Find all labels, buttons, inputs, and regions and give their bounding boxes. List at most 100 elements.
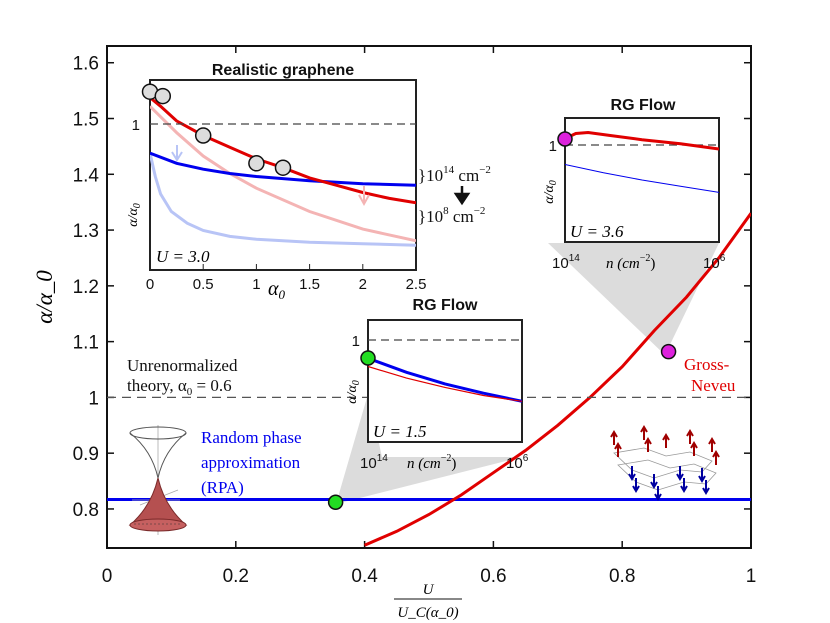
main-series-line-1 [364, 212, 751, 547]
rxl-exp: 14 [569, 253, 581, 264]
rpa-label-line3: (RPA) [201, 478, 244, 497]
rxr: 10 [703, 255, 720, 272]
main-y-tick-label: 0.8 [73, 500, 99, 521]
m-ylabel: α/α [345, 385, 360, 404]
spin-lattice-icon [610, 425, 720, 501]
dl-unit: cm [449, 207, 474, 226]
main-y-tick-label: 0.9 [73, 444, 99, 465]
spin-up-arrow-3 [686, 429, 694, 444]
rg-mid-projection [336, 394, 522, 504]
inset-rg-flow-right: RG Flow 1 α/α0 U = 3.6 1014 n (cm−2) 106 [542, 97, 726, 272]
inset-graphene-series [150, 96, 416, 247]
spin-down-arrow-5 [654, 486, 662, 501]
main-plot-frame [106, 45, 752, 549]
main-x-ticks: 0 0.2 0.4 0.6 0.8 1 [102, 46, 757, 587]
inset-rg-right-x-left: 1014 [552, 253, 580, 272]
inset-rg-mid-series [368, 356, 522, 403]
dh: }10 [418, 166, 443, 185]
rxlab-exp: −2 [640, 253, 651, 264]
rpa-label-line2: approximation [201, 453, 301, 472]
dl: }10 [418, 207, 443, 226]
spin-up-arrow-7 [690, 441, 698, 456]
main-markers [327, 343, 677, 511]
rxl: 10 [552, 255, 569, 272]
inset-graphene-marker-1 [154, 87, 172, 105]
inset-rg-right-xlabel: n (cm−2) [606, 253, 655, 272]
main-y-tick-label: 1.5 [73, 110, 99, 131]
g-ylabel-sub: 0 [132, 203, 143, 208]
inset-rg-mid-x-right: 106 [506, 453, 529, 472]
main-x-tick-label: 0 [102, 566, 113, 587]
graphene-flow-arrow-red [358, 186, 370, 207]
g-xlabel: α [268, 278, 279, 300]
inset-graphene-line-2 [150, 151, 416, 187]
inset-graphene-ytick: 1 [132, 117, 140, 134]
main-x-tick-label: 1 [746, 566, 757, 587]
spin-up-arrow-5 [614, 442, 622, 457]
r-ylabel-sub: 0 [548, 180, 559, 185]
mxl-exp: 14 [377, 453, 389, 464]
dh-unit-exp: −2 [479, 164, 491, 176]
inset-graphene-line-3 [150, 96, 416, 205]
main-marker-1 [660, 343, 677, 360]
density-high-label: }1014 cm−2 [418, 164, 491, 185]
main-y-ticks: 0.8 0.9 1 1.1 1.2 1.3 1.4 1.5 1.6 [73, 54, 751, 521]
main-y-tick-label: 1.6 [73, 54, 99, 75]
dl-exp: 8 [443, 205, 449, 217]
spin-down-arrow-6 [680, 478, 688, 493]
dirac-cone-icon [128, 425, 188, 535]
density-arrow-down-icon [453, 186, 471, 206]
rxr-exp: 6 [720, 253, 726, 264]
main-x-tick-label: 0.2 [223, 566, 249, 587]
mxr: 10 [506, 455, 523, 472]
main-y-tick-label: 1.4 [73, 165, 100, 186]
inset-graphene-x-tick-label: 1.5 [299, 276, 320, 293]
main-x-tick-label: 0.4 [351, 566, 378, 587]
inset-graphene-markers [141, 83, 292, 176]
mxlab: n (cm [407, 456, 441, 472]
mxlab-exp: −2 [441, 453, 452, 464]
inset-rg-mid-frame [367, 319, 523, 443]
spin-up-arrow-6 [644, 437, 652, 452]
main-y-tick-label: 1.2 [73, 277, 99, 298]
inset-graphene-x-tick-label: 1 [252, 276, 260, 293]
spin-down-arrow-3 [698, 468, 706, 483]
g-xlabel-sub: 0 [279, 287, 286, 302]
inset-graphene-line-0 [150, 152, 416, 247]
inset-graphene-u-label: U = 3.0 [156, 247, 210, 266]
inset-rg-mid-title: RG Flow [413, 297, 478, 314]
main-y-tick-label: 1 [88, 388, 99, 409]
inset-graphene-marker-2 [194, 127, 212, 144]
inset-graphene-x-tick-label: 0 [146, 276, 154, 293]
unrenormalized-label-line1: Unrenormalized [127, 356, 238, 375]
spin-up-arrow-8 [712, 450, 720, 465]
main-ylabel-text: α/α_0 [32, 270, 57, 324]
inset-rg-mid-x-left: 1014 [360, 453, 388, 472]
main-y-tick-label: 1.1 [73, 333, 99, 354]
inset-rg-right-u-label: U = 3.6 [570, 222, 624, 241]
inset-rg-mid-marker [360, 350, 376, 366]
inset-realistic-graphene: Realistic graphene 1 α/α0 0 0.5 1 1.5 2 2.5 α… [126, 62, 426, 302]
inset-graphene-xlabel: α0 [268, 278, 286, 302]
spin-down-arrow-4 [632, 478, 640, 493]
inset-rg-right-line-1 [565, 164, 719, 193]
inset-rg-right-x-right: 106 [703, 253, 726, 272]
gross-neveu-label-line2: Neveu [691, 376, 736, 395]
unren-sub: 0 [187, 386, 193, 398]
dh-exp: 14 [443, 164, 455, 176]
inset-graphene-title: Realistic graphene [212, 62, 354, 79]
rg-right-projection [548, 243, 719, 355]
dh-unit: cm [454, 166, 479, 185]
spins [610, 425, 720, 501]
inset-rg-mid-line-1 [368, 365, 522, 402]
unren-val: = 0.6 [192, 376, 231, 395]
graphene-flow-arrow-blue [171, 145, 183, 162]
inset-graphene-x-ticks: 0 0.5 1 1.5 2 2.5 [146, 264, 426, 293]
main-y-tick-label: 1.3 [73, 221, 99, 242]
inset-rg-mid-xlabel: n (cm−2) [407, 453, 456, 472]
inset-graphene-x-tick-label: 0.5 [193, 276, 214, 293]
spin-up-arrow-4 [708, 437, 716, 452]
rxlab-close: ) [650, 256, 655, 272]
spin-down-arrow-0 [628, 466, 636, 481]
inset-rg-right-ytick: 1 [549, 138, 557, 155]
